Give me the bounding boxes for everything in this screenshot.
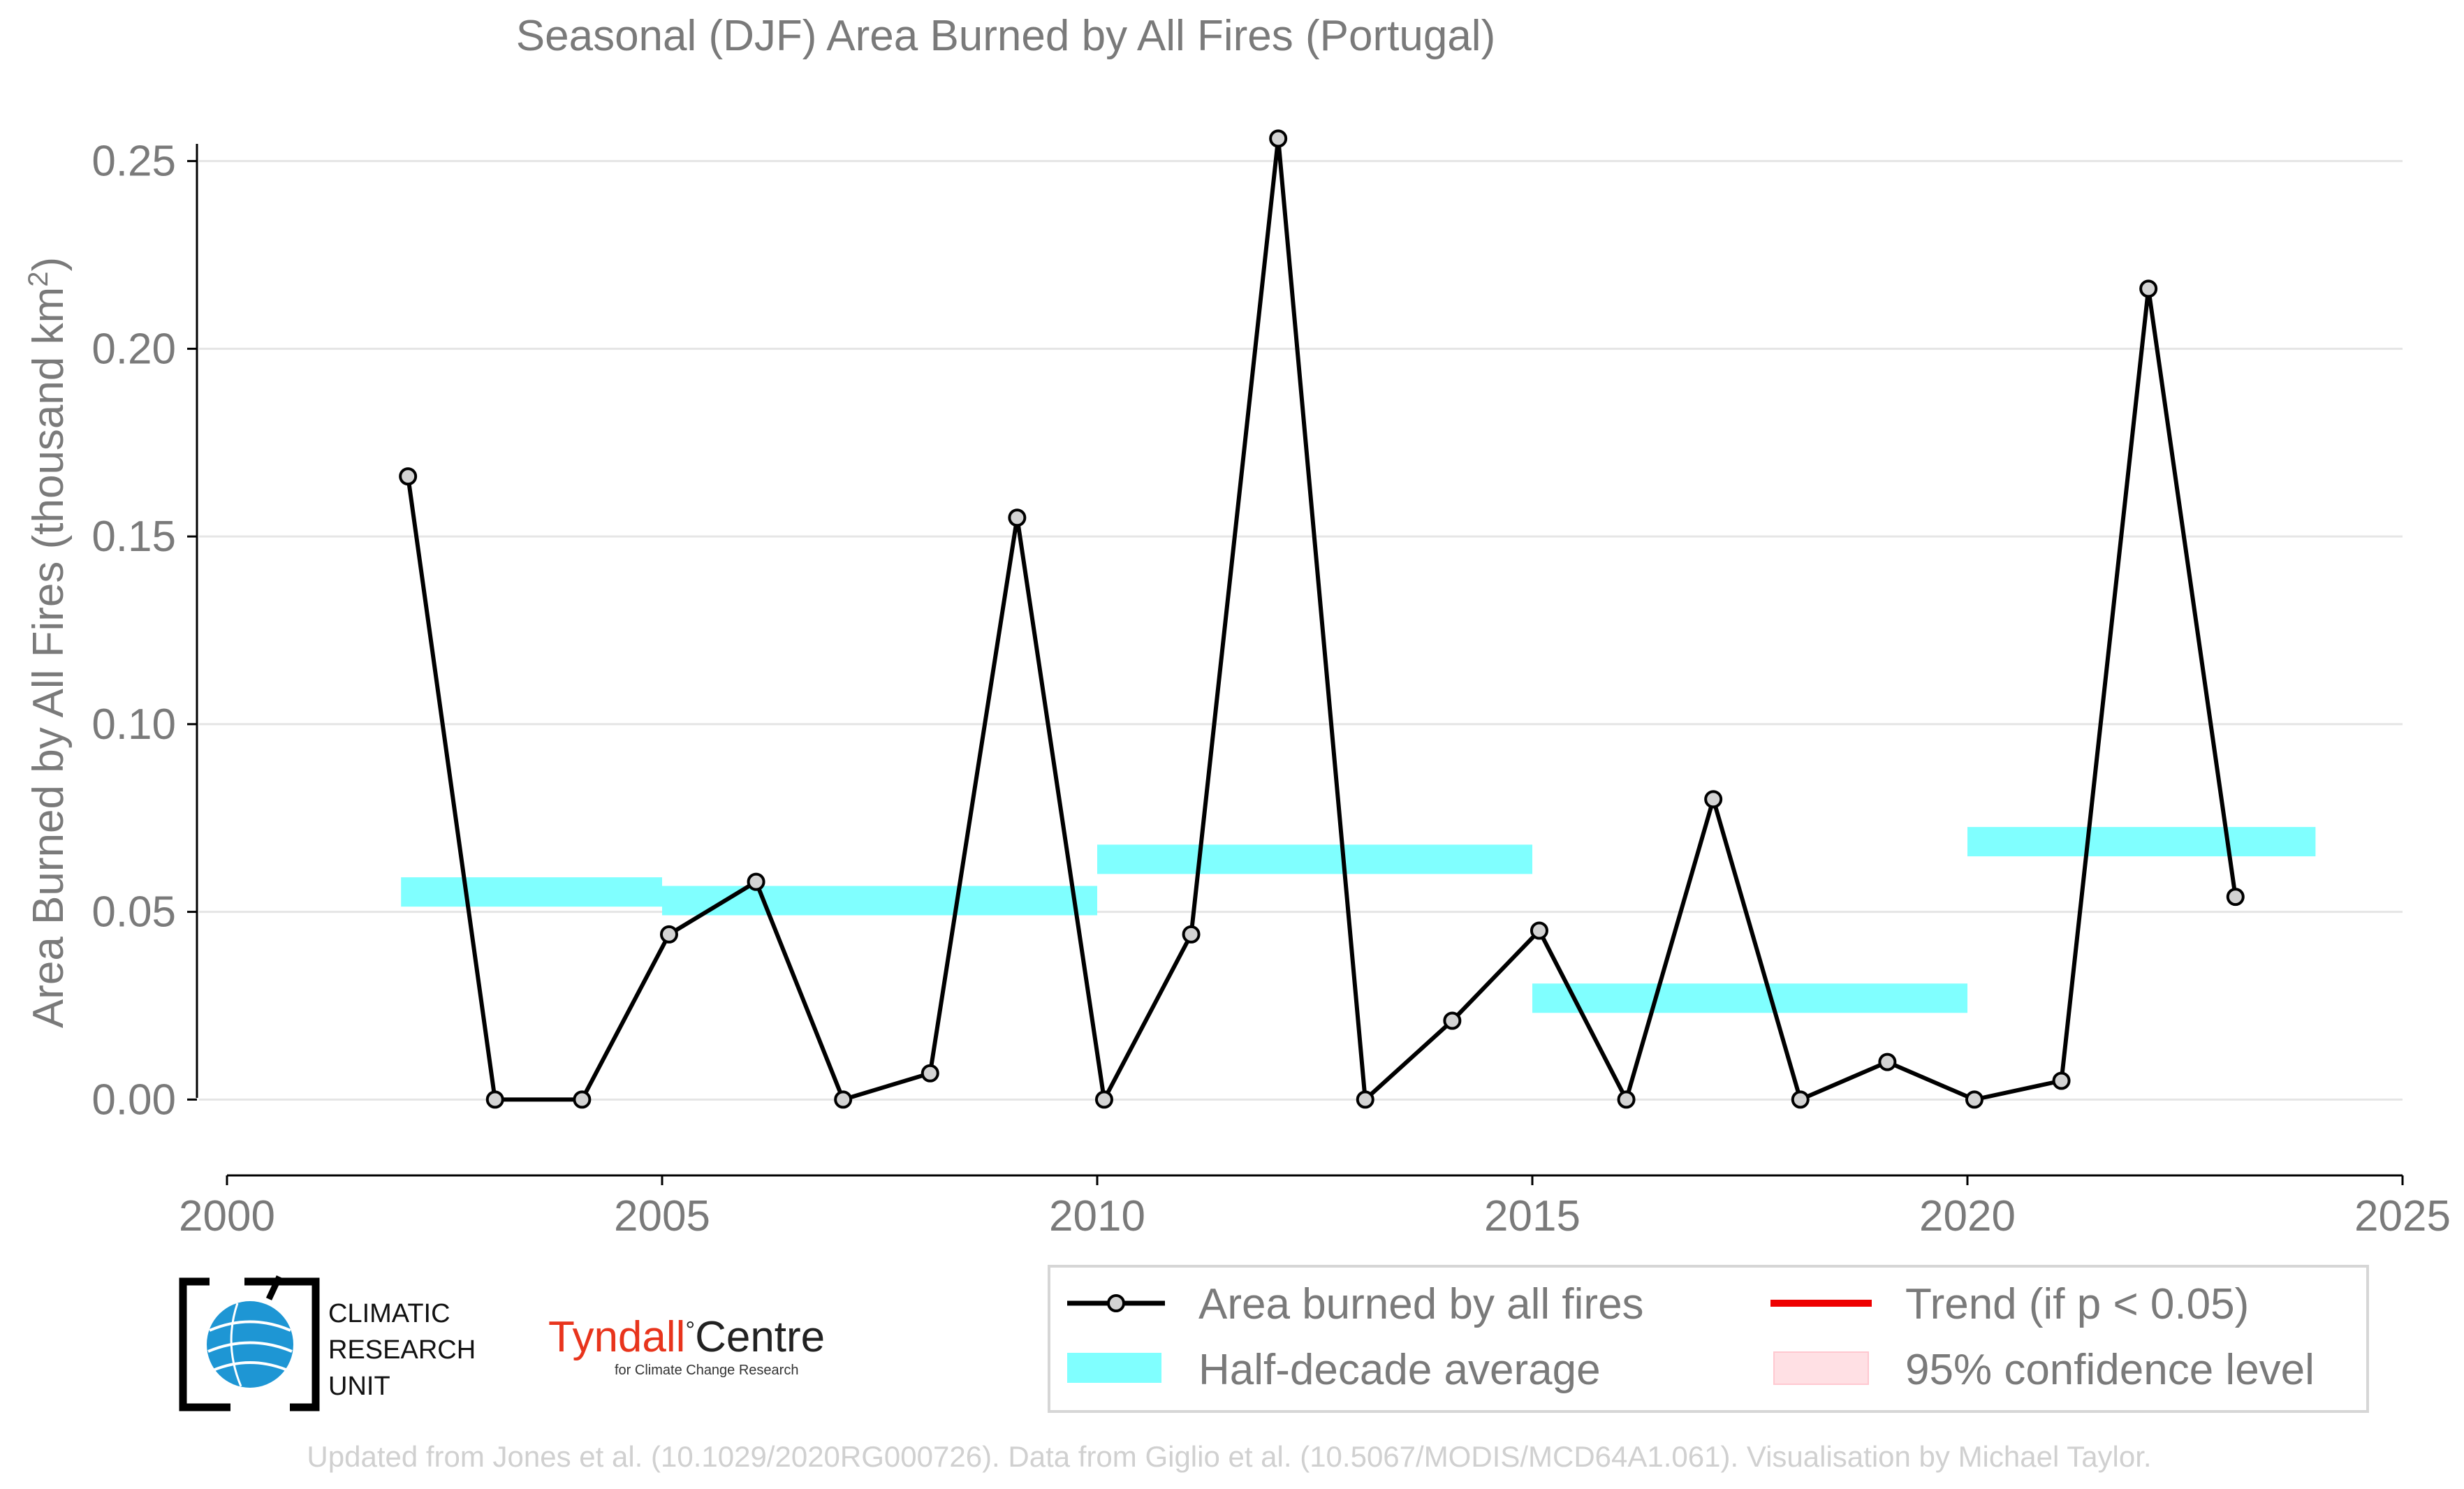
data-point-2010 — [1094, 1090, 1113, 1109]
tyndall-wordmark: Tyndall°Centre — [548, 1313, 825, 1361]
legend: Area burned by all fires Trend (if p < 0… — [1048, 1265, 2369, 1413]
half-decade-average-bar-4 — [1967, 827, 2316, 857]
data-point-2012 — [1269, 129, 1288, 148]
data-point-2021 — [2052, 1071, 2071, 1090]
cru-line-3: UNIT — [328, 1372, 390, 1401]
axes — [196, 144, 2403, 1177]
data-point-2005 — [659, 925, 678, 944]
data-point-2019 — [1878, 1052, 1897, 1071]
cru-bracket-left — [179, 1277, 230, 1411]
legend-marker-area-burned — [1107, 1294, 1125, 1312]
series-line-path — [406, 136, 2238, 1102]
globe-icon — [207, 1301, 293, 1388]
x-tick-label-5: 2025 — [2354, 1192, 2451, 1240]
series-markers-area-burned — [399, 129, 2245, 1109]
data-point-2009 — [1008, 508, 1027, 527]
y-tick-label-4: 0.20 — [91, 325, 176, 373]
y-tick-label-2: 0.10 — [91, 701, 176, 749]
y-tick-label-0: 0.00 — [91, 1076, 176, 1124]
tyndall-tagline: for Climate Change Research — [615, 1363, 798, 1378]
data-point-2006 — [747, 872, 765, 891]
x-tick-label-2: 2010 — [1049, 1192, 1145, 1240]
y-tick-label-1: 0.05 — [91, 888, 176, 937]
legend-swatch-half-decade — [1067, 1353, 1161, 1383]
data-point-2007 — [834, 1090, 853, 1109]
legend-box — [1048, 1265, 2369, 1413]
y-axis-label: Area Burned by All Fires (thousand km2) — [23, 257, 73, 1028]
y-tick-label-5: 0.25 — [91, 138, 176, 186]
data-point-2020 — [1965, 1090, 1983, 1109]
data-point-2015 — [1530, 921, 1548, 940]
half-decade-average-bar-2 — [1097, 844, 1532, 874]
half-decade-average-bar-1 — [662, 886, 1097, 916]
half-decade-average-bars — [401, 827, 2316, 1013]
y-tick-label-3: 0.15 — [91, 513, 176, 561]
y-tick-labels: 0.00 0.05 0.10 0.15 0.20 0.25 — [91, 138, 197, 1124]
legend-label-half-decade: Half-decade average — [1198, 1346, 1601, 1394]
x-tick-label-4: 2020 — [1919, 1192, 2016, 1240]
tyndall-logo: Tyndall°Centre for Climate Change Resear… — [548, 1313, 825, 1378]
data-point-2022 — [2139, 279, 2158, 298]
cru-line-2: RESEARCH — [328, 1335, 476, 1365]
x-tick-labels: 2000 2005 2010 2015 2020 2025 — [179, 1175, 2451, 1240]
data-point-2016 — [1617, 1090, 1636, 1109]
data-point-2018 — [1791, 1090, 1810, 1109]
x-tick-label-1: 2005 — [614, 1192, 710, 1240]
x-tick-label-0: 2000 — [179, 1192, 275, 1240]
data-point-2014 — [1443, 1011, 1462, 1030]
cru-bracket-slash — [265, 1275, 283, 1300]
footer-attribution: Updated from Jones et al. (10.1029/2020R… — [307, 1440, 2151, 1473]
legend-swatch-confidence — [1773, 1351, 1869, 1385]
half-decade-average-bar-0 — [401, 877, 662, 907]
data-point-2013 — [1356, 1090, 1374, 1109]
cru-logo: CLIMATIC RESEARCH UNIT — [179, 1275, 476, 1411]
data-point-2008 — [921, 1064, 939, 1083]
series-line-area-burned — [406, 136, 2238, 1102]
data-point-2023 — [2226, 888, 2245, 907]
legend-label-confidence: 95% confidence level — [1905, 1346, 2315, 1394]
legend-label-trend: Trend (if p < 0.05) — [1905, 1280, 2249, 1328]
data-point-2002 — [399, 467, 418, 486]
half-decade-average-bar-3 — [1532, 983, 1967, 1013]
data-point-2011 — [1182, 925, 1201, 944]
x-tick-label-3: 2015 — [1484, 1192, 1581, 1240]
data-point-2004 — [573, 1090, 592, 1109]
cru-line-1: CLIMATIC — [328, 1299, 450, 1328]
data-point-2003 — [485, 1090, 504, 1109]
legend-label-area-burned: Area burned by all fires — [1198, 1280, 1644, 1328]
chart-title: Seasonal (DJF) Area Burned by All Fires … — [516, 12, 1495, 60]
data-point-2017 — [1704, 790, 1723, 809]
